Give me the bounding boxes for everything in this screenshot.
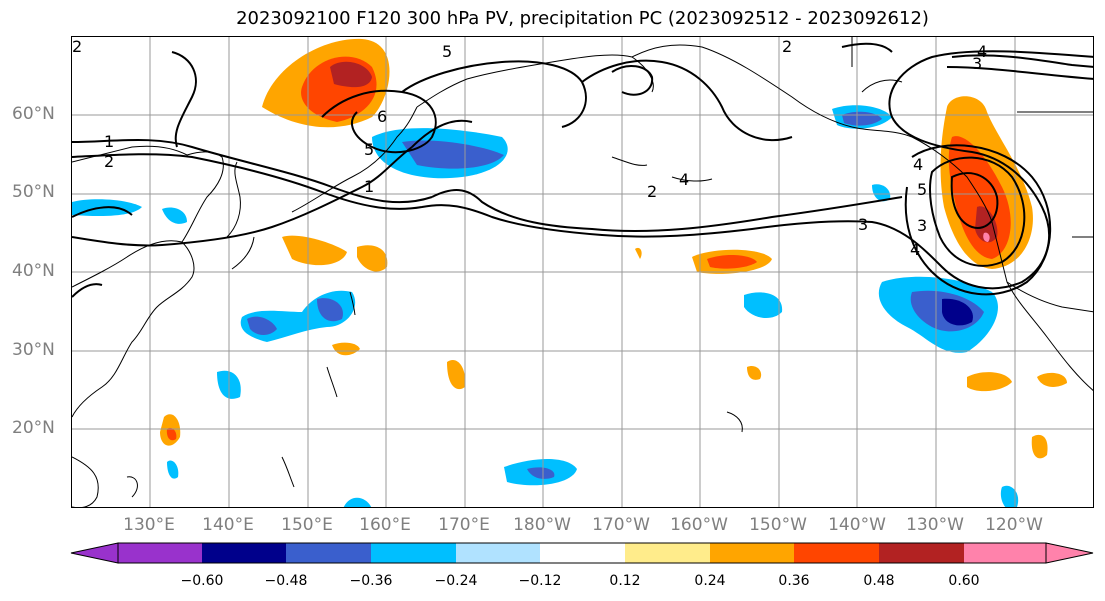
- lat-label-50n: 50°N: [12, 182, 55, 202]
- map-canvas: 1 2 2 3 4 5 6 5 1 2 4 3 4 5 2 4 3: [72, 37, 1093, 507]
- colorbar-segment: [118, 543, 202, 563]
- contour-label: 3: [917, 216, 927, 235]
- contour-label: 2: [647, 182, 657, 201]
- colorbar-tick: 0.24: [694, 573, 726, 589]
- colorbar-segment: [456, 543, 540, 563]
- lon-label-130e: 130°E: [123, 515, 175, 535]
- lon-label-170w: 170°W: [592, 515, 650, 535]
- colorbar-tick: −0.60: [180, 573, 224, 589]
- lon-label-130w: 130°W: [906, 515, 964, 535]
- contour-label: 4: [910, 240, 920, 259]
- colorbar-high-extend: [1045, 542, 1094, 564]
- colorbar-tick: −0.36: [349, 573, 393, 589]
- colorbar-tick: 0.60: [948, 573, 980, 589]
- lat-label-40n: 40°N: [12, 261, 55, 281]
- colorbar-low-extend: [70, 542, 119, 564]
- contour-label: 2: [104, 152, 114, 171]
- colorbar-tick: −0.48: [264, 573, 308, 589]
- lat-label-60n: 60°N: [12, 104, 55, 124]
- contour-label: 3: [972, 54, 982, 73]
- lat-label-30n: 30°N: [12, 340, 55, 360]
- colorbar-tick: 0.36: [778, 573, 810, 589]
- lon-label-160e: 160°E: [359, 515, 411, 535]
- lon-label-120w: 120°W: [985, 515, 1043, 535]
- contour-label: 4: [913, 155, 923, 174]
- contour-label: 2: [782, 37, 792, 56]
- lat-label-20n: 20°N: [12, 418, 55, 438]
- contour-label: 4: [977, 42, 987, 61]
- colorbar-tick: 0.12: [609, 573, 641, 589]
- lon-label-140w: 140°W: [828, 515, 886, 535]
- colorbar-tick: 0.48: [863, 573, 895, 589]
- colorbar-segment: [879, 543, 964, 563]
- colorbar-segment: [625, 543, 710, 563]
- contour-label: 6: [377, 107, 387, 126]
- lon-label-170e: 170°E: [438, 515, 490, 535]
- graticule: [72, 37, 1093, 507]
- contour-label: 1: [104, 132, 114, 151]
- colorbar-segment: [371, 543, 456, 563]
- colorbar-segment: [794, 543, 879, 563]
- colorbar-tick: −0.24: [434, 573, 478, 589]
- pv-contours: [72, 42, 1093, 298]
- colorbar-segment: [540, 543, 625, 563]
- lon-label-160w: 160°W: [670, 515, 728, 535]
- colorbar-segment: [710, 543, 794, 563]
- colorbar-tick: −0.12: [518, 573, 562, 589]
- contour-label: 5: [364, 140, 374, 159]
- contour-label: 3: [858, 215, 868, 234]
- contour-label: 5: [442, 42, 452, 61]
- colorbar-segment: [202, 543, 286, 563]
- lon-label-150e: 150°E: [281, 515, 333, 535]
- lon-label-180w: 180°W: [513, 515, 571, 535]
- contour-label: 5: [917, 180, 927, 199]
- lon-label-140e: 140°E: [202, 515, 254, 535]
- precip-shading: [72, 38, 1067, 507]
- colorbar: [70, 542, 1094, 564]
- contour-label: 2: [72, 37, 82, 56]
- contour-label-group: 1 2 2 3 4 5 6 5 1 2 4 3 4 5 2 4 3: [72, 37, 987, 259]
- contour-label: 4: [679, 170, 689, 189]
- lon-label-150w: 150°W: [749, 515, 807, 535]
- contour-label: 1: [364, 177, 374, 196]
- map-panel: 1 2 2 3 4 5 6 5 1 2 4 3 4 5 2 4 3: [71, 36, 1094, 508]
- colorbar-segment: [964, 543, 1046, 563]
- colorbar-segment: [286, 543, 371, 563]
- map-title: 2023092100 F120 300 hPa PV, precipitatio…: [236, 8, 929, 29]
